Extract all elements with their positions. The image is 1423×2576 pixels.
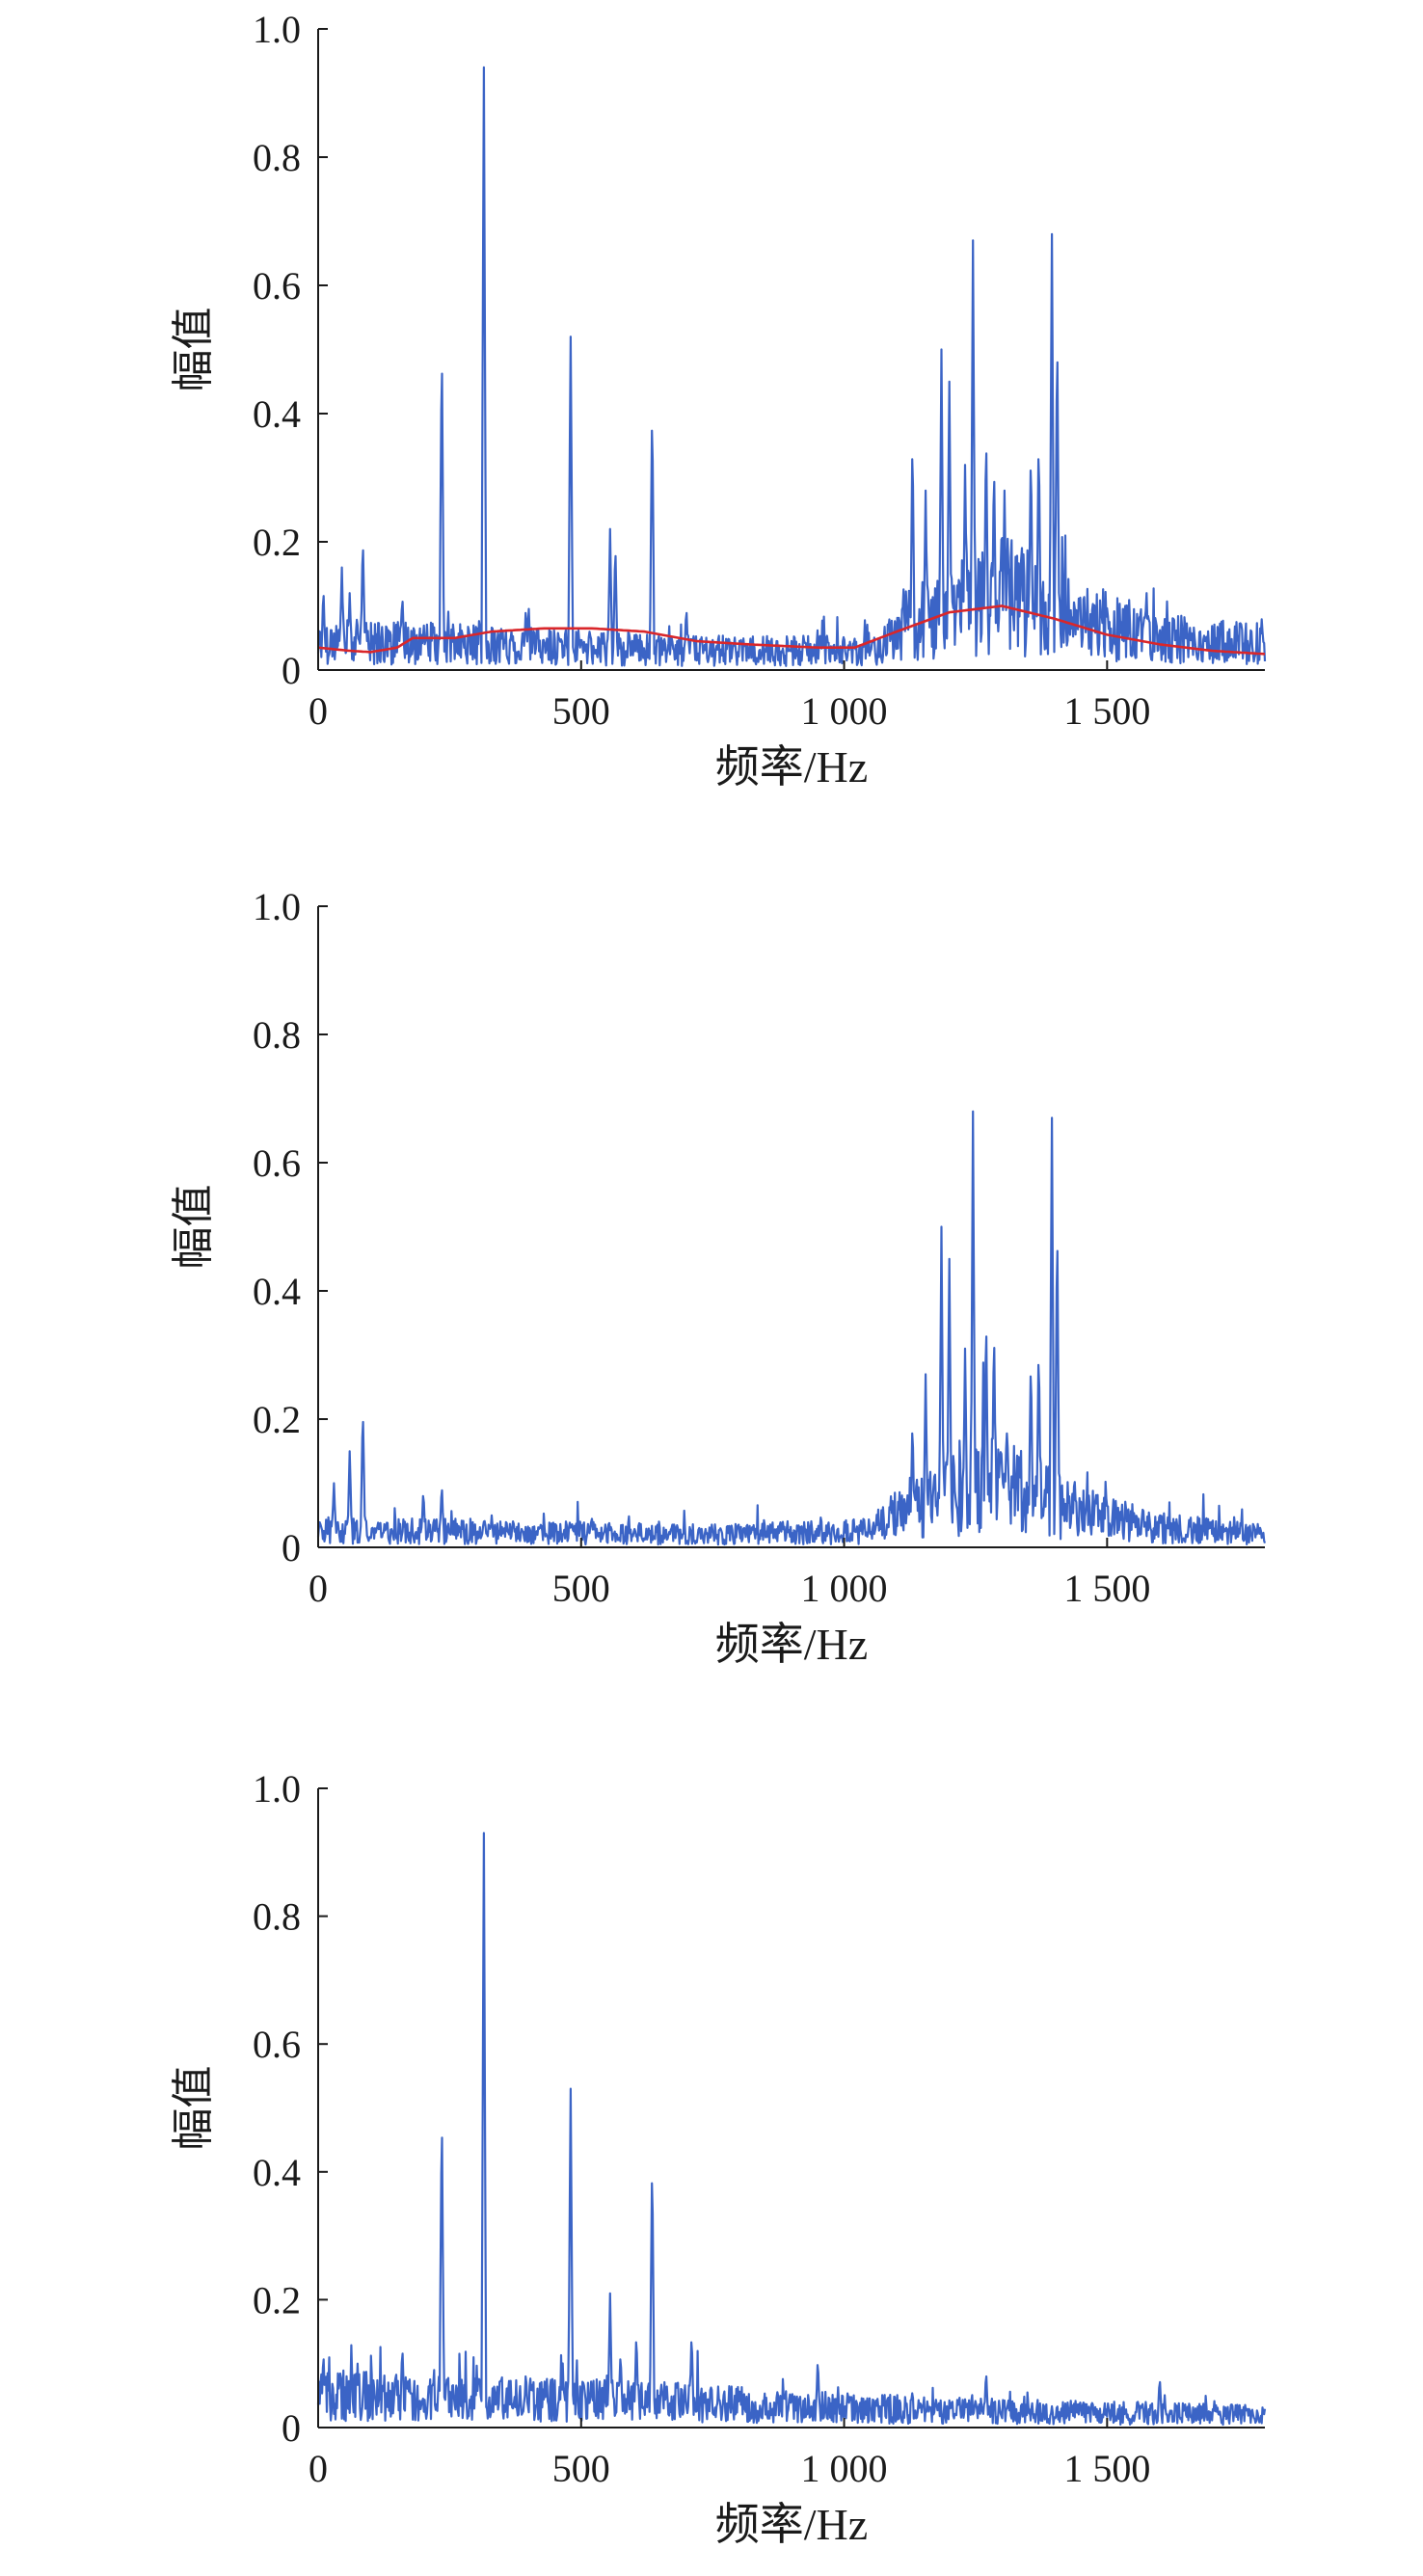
signal-series-line bbox=[316, 1832, 1267, 2427]
y-tick-label: 0.8 bbox=[253, 1013, 301, 1057]
y-tick-label: 0.8 bbox=[253, 136, 301, 179]
y-tick-label: 0.4 bbox=[253, 1270, 301, 1313]
x-tick-label: 500 bbox=[552, 689, 610, 733]
signal-series-line bbox=[316, 66, 1267, 667]
y-tick-label: 0.4 bbox=[253, 2151, 301, 2194]
x-tick-label: 500 bbox=[552, 1567, 610, 1610]
y-tick-label: 0.6 bbox=[253, 264, 301, 308]
x-axis-label: 频率/Hz bbox=[715, 2500, 868, 2549]
y-tick-label: 0 bbox=[282, 1526, 301, 1570]
y-tick-label: 0.2 bbox=[253, 521, 301, 564]
x-tick-label: 500 bbox=[552, 2447, 610, 2490]
chart-2: 0 0.2 0.4 0.6 0.8 1.0 0 500 1 000 1 500 频率/Hz 幅值 bbox=[169, 885, 1267, 1669]
x-tick-label: 0 bbox=[309, 1567, 328, 1610]
x-tick-label: 1 000 bbox=[801, 2447, 888, 2490]
x-tick-label: 1 000 bbox=[801, 1567, 888, 1610]
y-tick-label: 0.2 bbox=[253, 2278, 301, 2321]
y-axis-label: 幅值 bbox=[169, 2066, 218, 2151]
x-axis-label: 频率/Hz bbox=[715, 742, 868, 792]
x-tick-label: 1 500 bbox=[1063, 1567, 1150, 1610]
y-tick-label: 0.4 bbox=[253, 392, 301, 436]
signal-series-line bbox=[316, 1110, 1267, 1546]
y-tick-label: 0.2 bbox=[253, 1398, 301, 1441]
y-axis-label: 幅值 bbox=[169, 1185, 218, 1270]
y-tick-label: 0 bbox=[282, 2406, 301, 2450]
x-axis-label: 频率/Hz bbox=[715, 1620, 868, 1669]
y-tick-label: 0.8 bbox=[253, 1895, 301, 1939]
x-tick-label: 0 bbox=[309, 689, 328, 733]
x-tick-label: 0 bbox=[309, 2447, 328, 2490]
x-tick-label: 1 000 bbox=[801, 689, 888, 733]
y-tick-label: 1.0 bbox=[253, 885, 301, 928]
x-tick-label: 1 500 bbox=[1063, 2447, 1150, 2490]
x-tick-label: 1 500 bbox=[1063, 689, 1150, 733]
y-tick-label: 1.0 bbox=[253, 8, 301, 51]
y-tick-label: 0 bbox=[282, 649, 301, 692]
chart-3: 0 0.2 0.4 0.6 0.8 1.0 0 500 1 000 1 500 频率/Hz 幅值 bbox=[169, 1767, 1267, 2549]
y-axis-label: 幅值 bbox=[169, 308, 218, 392]
chart-1: 0 0.2 0.4 0.6 0.8 1.0 0 500 1 000 1 500 频率/Hz 幅值 bbox=[169, 8, 1267, 792]
y-tick-label: 0.6 bbox=[253, 1141, 301, 1185]
envelope-series-line bbox=[317, 604, 1266, 656]
y-tick-label: 1.0 bbox=[253, 1767, 301, 1811]
y-tick-label: 0.6 bbox=[253, 2023, 301, 2066]
